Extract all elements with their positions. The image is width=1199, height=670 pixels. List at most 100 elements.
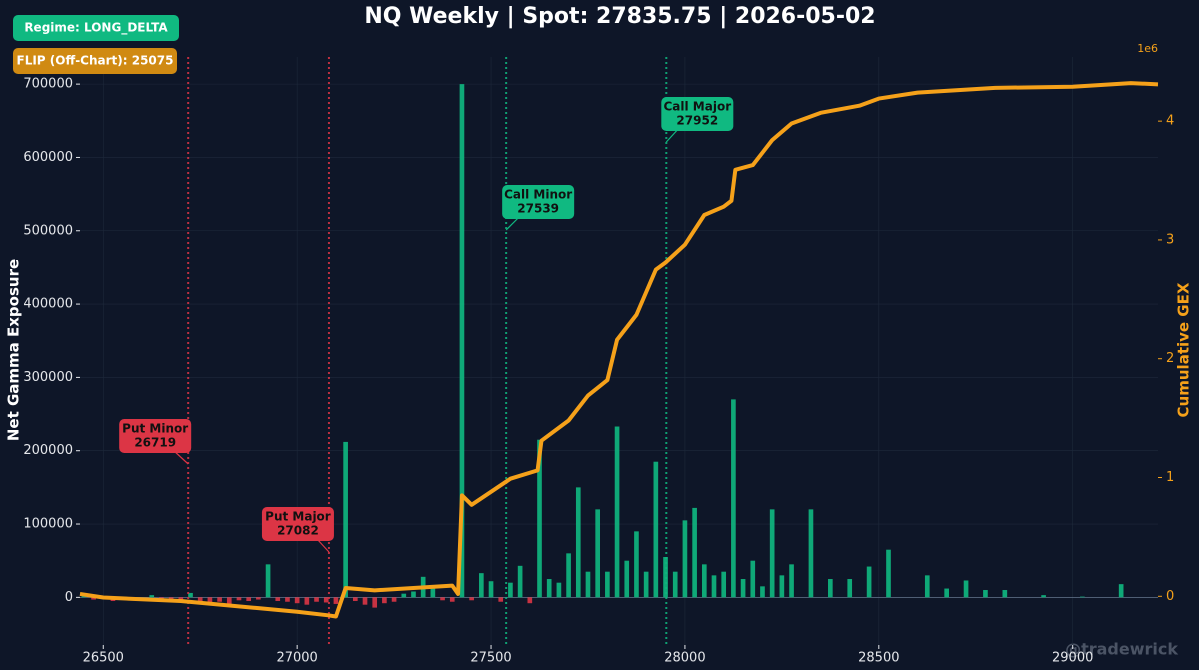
level-pointer xyxy=(174,451,189,465)
bar xyxy=(828,579,833,598)
bar xyxy=(401,593,407,598)
bar xyxy=(605,571,610,598)
bar xyxy=(769,509,775,598)
x-tick-label: 27500 xyxy=(470,651,511,666)
level-name: Put Minor xyxy=(122,422,188,436)
bar xyxy=(207,597,213,605)
level-box xyxy=(502,185,575,219)
bar xyxy=(1080,596,1085,598)
bar xyxy=(750,560,756,598)
bar xyxy=(575,487,581,598)
y-axis-label: Net Gamma Exposure xyxy=(5,259,23,441)
level-box xyxy=(119,419,192,453)
y2-tick-label: 1 xyxy=(1166,470,1174,485)
bar xyxy=(149,595,155,598)
bar xyxy=(634,531,639,598)
bar xyxy=(265,564,271,598)
y-tick-label: 400000 xyxy=(23,297,73,312)
x-tick-label: 27000 xyxy=(276,651,317,666)
bar xyxy=(643,571,649,598)
bar xyxy=(323,597,329,603)
bar xyxy=(459,84,465,598)
bar xyxy=(944,588,949,598)
bar xyxy=(527,597,533,604)
y2-tick-label: 0 xyxy=(1166,589,1174,604)
y-tick-label: 700000 xyxy=(23,77,73,92)
bar xyxy=(217,597,222,602)
bar xyxy=(701,564,707,598)
bar xyxy=(924,575,930,598)
x-tick-label: 28500 xyxy=(858,651,899,666)
bar xyxy=(731,399,736,598)
bar xyxy=(595,509,600,598)
x-tick-label: 29000 xyxy=(1052,651,1093,666)
bar xyxy=(285,597,290,602)
bar xyxy=(672,571,678,598)
bar xyxy=(779,575,785,598)
bar xyxy=(1041,595,1046,598)
level-box xyxy=(661,97,734,131)
bar xyxy=(653,461,659,598)
bar xyxy=(488,581,494,598)
bar xyxy=(585,571,591,598)
bar xyxy=(430,588,436,598)
bar xyxy=(517,565,523,598)
bar xyxy=(391,597,397,602)
bar xyxy=(226,597,232,604)
bar xyxy=(498,597,504,602)
x-tick-label: 26500 xyxy=(83,651,124,666)
bar xyxy=(382,597,387,604)
bar xyxy=(372,597,378,608)
bar xyxy=(614,426,620,598)
bar xyxy=(808,509,814,598)
bar xyxy=(188,592,193,598)
bar xyxy=(411,591,416,598)
bar xyxy=(983,590,988,598)
y2-tick-label: 4 xyxy=(1166,114,1174,129)
bar xyxy=(556,582,562,598)
bar xyxy=(333,597,339,604)
bar xyxy=(624,560,630,598)
cumulative-line xyxy=(79,81,1159,619)
level-value: 27952 xyxy=(676,114,718,128)
badge-text: Regime: LONG_DELTA xyxy=(24,21,168,36)
y2-tick-label: 3 xyxy=(1166,232,1174,247)
bar xyxy=(692,507,697,598)
chart-title: NQ Weekly | Spot: 27835.75 | 2026-05-02 xyxy=(364,4,875,29)
bar xyxy=(275,597,281,602)
bar xyxy=(440,597,445,601)
y-tick-label: 100000 xyxy=(23,517,73,532)
level-value: 27539 xyxy=(517,202,559,216)
bar xyxy=(508,582,513,598)
bar xyxy=(789,564,794,598)
bar xyxy=(721,571,727,598)
bar xyxy=(469,597,474,601)
bar xyxy=(197,597,203,604)
bar xyxy=(760,586,765,598)
bar xyxy=(886,549,891,598)
level-pointer xyxy=(665,129,678,143)
level-name: Put Major xyxy=(265,510,331,524)
bar xyxy=(479,573,484,598)
bar xyxy=(682,520,688,598)
bar xyxy=(546,579,552,598)
watermark: @tradewrick xyxy=(1065,640,1178,659)
bar xyxy=(449,597,455,602)
y-tick-label: 600000 xyxy=(23,150,73,165)
y-tick-label: 300000 xyxy=(23,370,73,385)
bar xyxy=(256,597,261,600)
bar xyxy=(537,439,542,598)
badge xyxy=(13,48,177,74)
bar xyxy=(236,597,242,601)
level-value: 27082 xyxy=(277,524,319,538)
y-tick-label: 200000 xyxy=(23,443,73,458)
level-name: Call Minor xyxy=(504,188,572,202)
y2-tick-label: 2 xyxy=(1166,351,1174,366)
level-name: Call Major xyxy=(663,100,731,114)
y-tick-label: 500000 xyxy=(23,223,73,238)
bar xyxy=(314,597,319,602)
y-tick-label: 0 xyxy=(65,590,73,605)
bar xyxy=(711,575,717,598)
level-value: 26719 xyxy=(134,436,176,450)
